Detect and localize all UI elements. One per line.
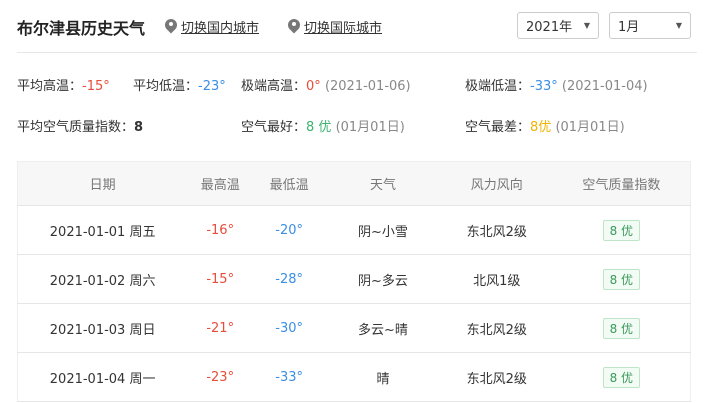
best-air: 空气最好：8 优 (01月01日) <box>241 120 405 135</box>
high-cell: -15° <box>187 254 254 304</box>
aqi-badge: 8 优 <box>602 219 641 241</box>
table-row: 2021-01-03 周日 -21° -30° 多云~晴 东北风2级 8 优 <box>17 303 691 353</box>
wind-cell: 东北风2级 <box>440 303 553 353</box>
location-pin-icon <box>165 19 177 35</box>
high-cell: -16° <box>187 205 254 255</box>
date-cell: 2021-01-04 周一 <box>17 352 188 402</box>
page-title: 布尔津县历史天气 <box>17 19 146 38</box>
high-cell: -23° <box>187 352 254 402</box>
header-low: 最低温 <box>253 161 326 206</box>
divider <box>17 52 697 53</box>
header-date: 日期 <box>17 161 188 206</box>
aqi-cell: 8 优 <box>552 254 691 304</box>
date-cell: 2021-01-03 周日 <box>17 303 188 353</box>
weather-cell: 阴~多云 <box>325 254 441 304</box>
avg-low: 平均低温：-23° <box>133 79 226 94</box>
date-cell: 2021-01-01 周五 <box>17 205 188 255</box>
weather-cell: 阴~小雪 <box>325 205 441 255</box>
extreme-low: 极端低温：-33° (2021-01-04) <box>465 79 648 94</box>
low-cell: -20° <box>253 205 326 255</box>
year-value: 2021年 <box>526 20 573 35</box>
header-aqi: 空气质量指数 <box>552 161 691 206</box>
date-cell: 2021-01-02 周六 <box>17 254 188 304</box>
link-label[interactable]: 切换国际城市 <box>304 21 383 36</box>
avg-high: 平均高温：-15° <box>17 79 110 94</box>
worst-air: 空气最差：8优 (01月01日) <box>465 120 625 135</box>
aqi-cell: 8 优 <box>552 303 691 353</box>
link-label[interactable]: 切换国内城市 <box>181 21 260 36</box>
header-weather: 天气 <box>325 161 441 206</box>
header-wind: 风力风向 <box>440 161 553 206</box>
aqi-cell: 8 优 <box>552 205 691 255</box>
wind-cell: 北风1级 <box>440 254 553 304</box>
table-row: 2021-01-04 周一 -23° -33° 晴东北风2级 8 优 <box>17 352 691 402</box>
year-select[interactable]: 2021年 ▼ <box>517 12 599 39</box>
weather-cell: 多云~晴 <box>325 303 441 353</box>
table-row: 2021-01-01 周五 -16° -20° 阴~小雪 东北风2级 8 优 <box>17 205 691 255</box>
high-cell: -21° <box>187 303 254 353</box>
switch-domestic-city-link[interactable]: 切换国内城市 <box>165 17 259 36</box>
aqi-cell: 8 优 <box>552 352 691 402</box>
month-value: 1月 <box>618 20 640 35</box>
month-select[interactable]: 1月 ▼ <box>609 12 691 39</box>
aqi-badge: 8 优 <box>602 366 641 388</box>
wind-cell: 东北风2级 <box>440 205 553 255</box>
table-header-row: 日期 最高温 最低温 天气 风力风向 空气质量指数 <box>17 161 691 206</box>
weather-cell: 晴 <box>325 352 441 402</box>
switch-international-city-link[interactable]: 切换国际城市 <box>288 17 382 36</box>
low-cell: -28° <box>253 254 326 304</box>
header-high: 最高温 <box>187 161 254 206</box>
low-cell: -30° <box>253 303 326 353</box>
aqi-badge: 8 优 <box>602 268 641 290</box>
chevron-down-icon: ▼ <box>583 21 590 30</box>
low-cell: -33° <box>253 352 326 402</box>
aqi-badge: 8 优 <box>602 317 641 339</box>
location-pin-icon <box>288 19 300 35</box>
wind-cell: 东北风2级 <box>440 352 553 402</box>
history-weather-table: 日期 最高温 最低温 天气 风力风向 空气质量指数 2021-01-01 周五 -… <box>17 161 691 402</box>
table-row: 2021-01-02 周六 -15° -28° 阴~多云 北风1级 8 优 <box>17 254 691 304</box>
chevron-down-icon: ▼ <box>675 21 682 30</box>
extreme-high: 极端高温：0° (2021-01-06) <box>241 79 411 94</box>
avg-aqi: 平均空气质量指数：8 <box>17 120 144 135</box>
